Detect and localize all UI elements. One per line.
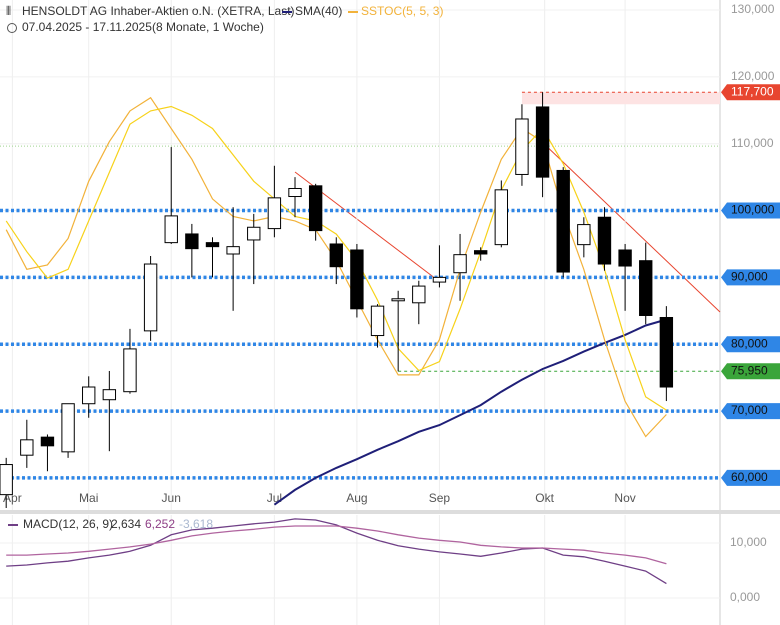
candle-body bbox=[267, 197, 282, 230]
panel-separator bbox=[0, 510, 780, 514]
price-label-box bbox=[721, 363, 780, 380]
candle-body bbox=[453, 254, 467, 274]
highlight-band bbox=[521, 92, 720, 105]
plot-area: Apr Mai Jun Jul Aug Sep Okt Nov bbox=[0, 0, 720, 625]
trend-line bbox=[539, 139, 721, 313]
candle-body bbox=[226, 246, 240, 255]
candle-body bbox=[391, 298, 405, 302]
candle-body bbox=[102, 389, 117, 401]
histogram-value: -3,618 bbox=[179, 517, 213, 531]
candle-body bbox=[494, 189, 509, 246]
candle-body bbox=[288, 187, 302, 198]
y-tick-label: 100,000 bbox=[731, 203, 775, 217]
period: (8 Monate, 1 Woche) bbox=[152, 20, 264, 34]
candle-body bbox=[329, 243, 343, 268]
candle-body bbox=[350, 249, 364, 310]
price-label-box bbox=[721, 84, 780, 101]
y-tick-label: 130,000 bbox=[731, 2, 775, 16]
x-tick-label: Mai bbox=[79, 491, 98, 505]
y-tick-label: 90,000 bbox=[731, 270, 768, 284]
candle-body bbox=[515, 118, 529, 175]
candle-body bbox=[82, 386, 96, 405]
y-tick-label: 10,000 bbox=[730, 535, 767, 549]
candle-body bbox=[247, 226, 261, 241]
candle-body bbox=[556, 169, 570, 273]
price-label: 75,950 bbox=[731, 363, 768, 377]
y-tick-label: 120,000 bbox=[731, 69, 775, 83]
legend-entry: MACD(12, 26, 9) bbox=[23, 517, 113, 531]
candle-body bbox=[185, 233, 199, 250]
stoch-line bbox=[5, 105, 667, 411]
y-tick-label: 110,000 bbox=[731, 136, 774, 150]
x-tick-label: Nov bbox=[614, 491, 635, 505]
y-tick-label: 80,000 bbox=[731, 336, 768, 350]
macd-value: 2,634 bbox=[111, 517, 141, 531]
chart-title: HENSOLDT AG Inhaber-Aktien o.N. (XETRA, … bbox=[22, 4, 295, 18]
sma-line bbox=[273, 318, 667, 506]
x-tick-label: Aug bbox=[346, 491, 367, 505]
candle-body bbox=[432, 276, 447, 283]
y-tick-label: 60,000 bbox=[731, 470, 768, 484]
macd-line bbox=[6, 518, 667, 585]
x-tick-label: Okt bbox=[535, 491, 554, 505]
candle-body bbox=[639, 260, 653, 316]
y-tick-box bbox=[721, 336, 780, 353]
icon: ⫴ bbox=[6, 4, 11, 18]
y-tick-label: 0,000 bbox=[730, 590, 760, 604]
legend-entry: SMA(40) bbox=[295, 4, 342, 18]
y-tick-label: 70,000 bbox=[731, 403, 768, 417]
candle-body bbox=[164, 215, 178, 244]
candle-body bbox=[370, 305, 385, 337]
candle-body bbox=[20, 439, 34, 456]
legend: ⫴ HENSOLDT AG Inhaber-Aktien o.N. (XETRA… bbox=[6, 4, 443, 531]
candle-body bbox=[308, 185, 323, 232]
y-tick-box bbox=[721, 403, 780, 420]
candle-body bbox=[535, 106, 550, 178]
candle-body bbox=[412, 285, 426, 304]
legend-entry: SSTOC(5, 5, 3) bbox=[361, 4, 443, 18]
candle-body bbox=[659, 316, 674, 388]
candle-body bbox=[205, 242, 220, 248]
y-tick-box bbox=[721, 469, 780, 486]
y-tick-box bbox=[721, 202, 780, 219]
candle-body bbox=[577, 224, 591, 246]
macd-line bbox=[6, 525, 667, 565]
price-label: 117,700 bbox=[731, 84, 774, 98]
subtitle: 07.04.2025 - 17.11.2025 bbox=[22, 20, 152, 34]
candle-body bbox=[40, 436, 55, 447]
candle-body bbox=[597, 216, 612, 265]
x-tick-label: Sep bbox=[429, 491, 451, 505]
candle-body bbox=[123, 348, 137, 393]
x-tick-label: Jun bbox=[162, 491, 181, 505]
candle-body bbox=[473, 250, 488, 255]
candle-body bbox=[143, 263, 158, 332]
y-tick-box bbox=[721, 269, 780, 286]
candle-body bbox=[61, 403, 75, 453]
candle-body bbox=[618, 249, 632, 267]
x-tick-label: Jul bbox=[267, 491, 282, 505]
signal-value: 6,252 bbox=[145, 517, 175, 531]
clock-icon bbox=[7, 23, 17, 33]
candle-body bbox=[0, 464, 13, 496]
